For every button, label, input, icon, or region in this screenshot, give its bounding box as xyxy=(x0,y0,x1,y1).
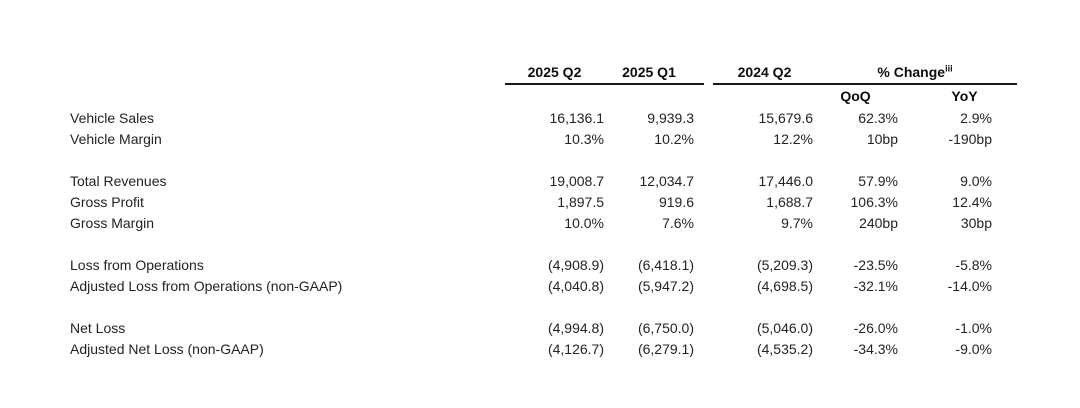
table-row-net-loss: Net Loss (4,994.8) (6,750.0) (5,046.0) -… xyxy=(70,318,1017,339)
row-end-spacer xyxy=(992,255,1017,276)
cell-2025-q1: (6,418.1) xyxy=(637,257,694,273)
row-label: Net Loss xyxy=(70,320,126,336)
cell-2024-q2: 15,679.6 xyxy=(758,110,814,126)
table-row-gross-profit: Gross Profit 1,897.5 919.6 1,688.7 106.3… xyxy=(70,192,1017,213)
column-header-percent-change: % Changeiii xyxy=(813,60,1017,84)
header-spacer xyxy=(694,84,813,108)
cell-yoy: -9.0% xyxy=(955,341,992,357)
cell-yoy: 2.9% xyxy=(960,110,992,126)
row-label: Adjusted Net Loss (non-GAAP) xyxy=(70,341,264,357)
header-label-spacer xyxy=(70,84,505,108)
row-end-spacer xyxy=(992,171,1017,192)
cell-2025-q2: (4,040.8) xyxy=(547,278,604,294)
cell-2025-q1: (5,947.2) xyxy=(637,278,694,294)
cell-qoq: -23.5% xyxy=(853,257,898,273)
row-label: Gross Profit xyxy=(70,194,144,210)
header-spacer xyxy=(505,84,604,108)
table-row-gross-margin: Gross Margin 10.0% 7.6% 9.7% 240bp 30bp xyxy=(70,213,1017,234)
row-label: Vehicle Margin xyxy=(70,131,162,147)
row-end-spacer xyxy=(992,192,1017,213)
footnote-marker-iii: iii xyxy=(945,63,953,74)
cell-yoy: -14.0% xyxy=(947,278,992,294)
table-row-adjusted-loss-from-operations: Adjusted Loss from Operations (non-GAAP)… xyxy=(70,276,1017,297)
column-header-2025-q1: 2025 Q1 xyxy=(622,64,676,80)
row-end-spacer xyxy=(992,276,1017,297)
cell-2025-q1: 12,034.7 xyxy=(639,173,695,189)
cell-qoq: -34.3% xyxy=(853,341,898,357)
cell-yoy: 30bp xyxy=(960,215,992,231)
cell-2024-q2: 12.2% xyxy=(773,131,813,147)
table-header-row-change-subcolumns: QoQ YoY xyxy=(70,84,1017,108)
table-row-total-revenues: Total Revenues 19,008.7 12,034.7 17,446.… xyxy=(70,171,1017,192)
cell-2025-q2: 1,897.5 xyxy=(557,194,604,210)
row-label: Vehicle Sales xyxy=(70,110,155,126)
section-gap xyxy=(70,297,1017,318)
cell-2025-q1: 10.2% xyxy=(654,131,694,147)
cell-2025-q2: 19,008.7 xyxy=(549,173,605,189)
subcolumn-header-yoy: YoY xyxy=(951,88,978,104)
table-row-vehicle-margin: Vehicle Margin 10.3% 10.2% 12.2% 10bp -1… xyxy=(70,129,1017,150)
header-label-spacer xyxy=(70,60,505,84)
cell-2025-q1: (6,750.0) xyxy=(637,320,694,336)
cell-2025-q2: (4,126.7) xyxy=(547,341,604,357)
cell-qoq: -32.1% xyxy=(853,278,898,294)
header-spacer xyxy=(604,84,694,108)
cell-2025-q2: 10.3% xyxy=(564,131,604,147)
cell-yoy: -1.0% xyxy=(955,320,992,336)
row-label: Adjusted Loss from Operations (non-GAAP) xyxy=(70,278,343,294)
cell-2025-q2: 10.0% xyxy=(564,215,604,231)
header-rule-prior-and-change xyxy=(713,83,1017,85)
column-header-2025-q2: 2025 Q2 xyxy=(527,64,582,80)
table-row-adjusted-net-loss: Adjusted Net Loss (non-GAAP) (4,126.7) (… xyxy=(70,339,1017,360)
row-end-spacer xyxy=(992,213,1017,234)
cell-2025-q1: 7.6% xyxy=(662,215,694,231)
cell-2024-q2: (5,046.0) xyxy=(756,320,813,336)
cell-qoq: 57.9% xyxy=(858,173,898,189)
row-label: Loss from Operations xyxy=(70,257,204,273)
cell-2024-q2: (4,535.2) xyxy=(756,341,813,357)
cell-2024-q2: 1,688.7 xyxy=(766,194,813,210)
cell-2024-q2: 9.7% xyxy=(781,215,813,231)
cell-yoy: -190bp xyxy=(948,131,992,147)
row-end-spacer xyxy=(992,339,1017,360)
row-end-spacer xyxy=(992,129,1017,150)
cell-2025-q1: (6,279.1) xyxy=(637,341,694,357)
cell-2024-q2: 17,446.0 xyxy=(758,173,814,189)
cell-2025-q1: 919.6 xyxy=(658,194,694,210)
cell-qoq: 240bp xyxy=(859,215,898,231)
cell-yoy: 12.4% xyxy=(952,194,992,210)
section-gap xyxy=(70,234,1017,255)
subcolumn-header-qoq: QoQ xyxy=(840,88,871,104)
table-row-vehicle-sales: Vehicle Sales 16,136.1 9,939.3 15,679.6 … xyxy=(70,108,1017,129)
section-gap xyxy=(70,150,1017,171)
row-label: Gross Margin xyxy=(70,215,155,231)
cell-qoq: -26.0% xyxy=(853,320,898,336)
column-header-2024-q2: 2024 Q2 xyxy=(737,64,792,80)
header-rule-current-periods xyxy=(505,83,704,85)
cell-qoq: 10bp xyxy=(866,131,898,147)
cell-2025-q2: (4,994.8) xyxy=(547,320,604,336)
table-row-loss-from-operations: Loss from Operations (4,908.9) (6,418.1)… xyxy=(70,255,1017,276)
cell-2025-q1: 9,939.3 xyxy=(647,110,694,126)
percent-change-label: % Change xyxy=(877,64,946,80)
cell-2024-q2: (5,209.3) xyxy=(756,257,813,273)
cell-2025-q2: 16,136.1 xyxy=(549,110,605,126)
quarterly-results-table: 2025 Q2 2025 Q1 2024 Q2 % Changeiii QoQ … xyxy=(70,60,1017,360)
cell-qoq: 106.3% xyxy=(850,194,898,210)
row-label: Total Revenues xyxy=(70,173,167,189)
cell-yoy: -5.8% xyxy=(955,257,992,273)
table-header-row-periods: 2025 Q2 2025 Q1 2024 Q2 % Changeiii xyxy=(70,60,1017,84)
cell-2025-q2: (4,908.9) xyxy=(547,257,604,273)
cell-2024-q2: (4,698.5) xyxy=(756,278,813,294)
cell-yoy: 9.0% xyxy=(960,173,992,189)
cell-qoq: 62.3% xyxy=(858,110,898,126)
row-end-spacer xyxy=(992,318,1017,339)
row-end-spacer xyxy=(992,108,1017,129)
